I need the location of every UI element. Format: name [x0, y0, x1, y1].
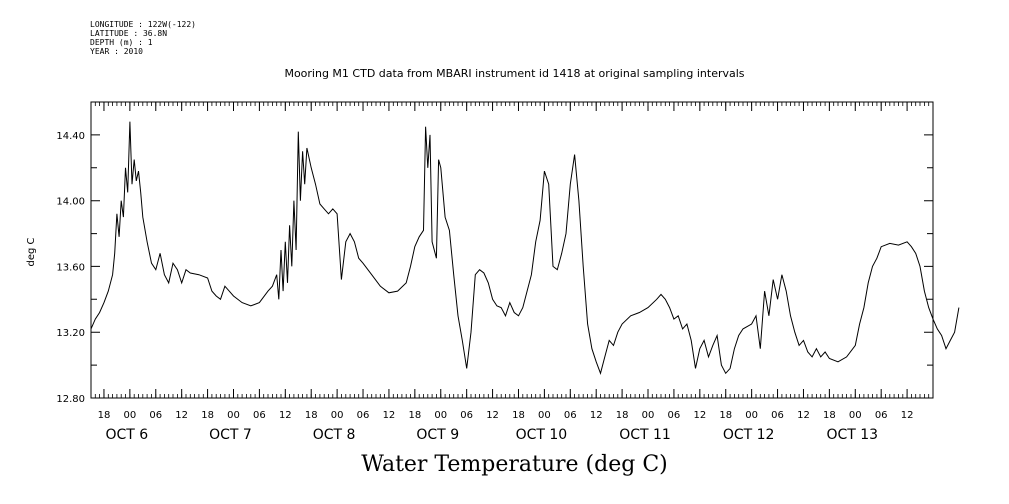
y-tick-label: 14.00 [56, 197, 85, 208]
x-hour-label: 00 [331, 410, 344, 421]
longitude-label: LONGITUDE : 122W(-122) [90, 20, 196, 29]
x-hour-label: 12 [797, 410, 810, 421]
x-hour-label: 18 [98, 410, 111, 421]
x-hour-label: 18 [719, 410, 732, 421]
y-tick-label: 13.60 [56, 262, 85, 273]
y-tick-label: 13.20 [56, 328, 85, 339]
latitude-label: LATITUDE : 36.8N [90, 29, 168, 38]
x-hour-label: 06 [149, 410, 162, 421]
x-day-label: OCT 8 [313, 427, 356, 443]
x-hour-label: 06 [564, 410, 577, 421]
y-tick-label: 12.80 [56, 394, 85, 405]
x-hour-label: 18 [201, 410, 214, 421]
x-hour-label: 06 [357, 410, 370, 421]
x-day-label: OCT 6 [106, 427, 149, 443]
x-day-label: OCT 7 [209, 427, 252, 443]
y-ticks [91, 101, 933, 399]
chart-title: Mooring M1 CTD data from MBARI instrumen… [284, 67, 745, 80]
location-header: LONGITUDE : 122W(-122) LATITUDE : 36.8N … [90, 20, 196, 56]
depth-label: DEPTH (m) : 1 [90, 38, 153, 47]
x-hour-label: 00 [745, 410, 758, 421]
x-hour-label: 06 [460, 410, 473, 421]
x-hour-label: 06 [668, 410, 681, 421]
x-hour-label: 18 [512, 410, 525, 421]
year-label: YEAR : 2010 [90, 47, 143, 56]
x-hour-label: 18 [823, 410, 836, 421]
x-hour-label: 00 [849, 410, 862, 421]
x-hour-label: 00 [227, 410, 240, 421]
x-hour-label: 12 [279, 410, 292, 421]
x-hour-label: 12 [175, 410, 188, 421]
y-tick-label: 14.40 [56, 131, 85, 142]
x-hour-label: 12 [590, 410, 603, 421]
x-hour-label: 18 [616, 410, 629, 421]
x-hour-label: 06 [253, 410, 266, 421]
x-hour-label: 00 [538, 410, 551, 421]
x-day-label: OCT 13 [826, 427, 878, 443]
x-hour-label: 12 [693, 410, 706, 421]
x-hour-label: 00 [123, 410, 136, 421]
x-hour-label: 06 [875, 410, 888, 421]
x-day-label: OCT 10 [516, 427, 568, 443]
x-day-label: OCT 12 [723, 427, 775, 443]
x-hour-label: 12 [486, 410, 499, 421]
x-hour-label: 00 [642, 410, 655, 421]
x-axis-label: Water Temperature (deg C) [361, 452, 668, 477]
x-hour-label: 18 [305, 410, 318, 421]
x-hour-label: 12 [901, 410, 914, 421]
y-axis-label: deg C [26, 237, 37, 266]
x-day-label: OCT 11 [619, 427, 671, 443]
plot-frame [90, 101, 934, 399]
x-hour-label: 00 [434, 410, 447, 421]
temperature-series-line [90, 121, 960, 375]
x-hour-label: 06 [771, 410, 784, 421]
x-hour-label: 18 [408, 410, 421, 421]
x-minor-ticks [90, 102, 934, 398]
x-day-label: OCT 9 [416, 427, 459, 443]
x-hour-label: 12 [383, 410, 396, 421]
